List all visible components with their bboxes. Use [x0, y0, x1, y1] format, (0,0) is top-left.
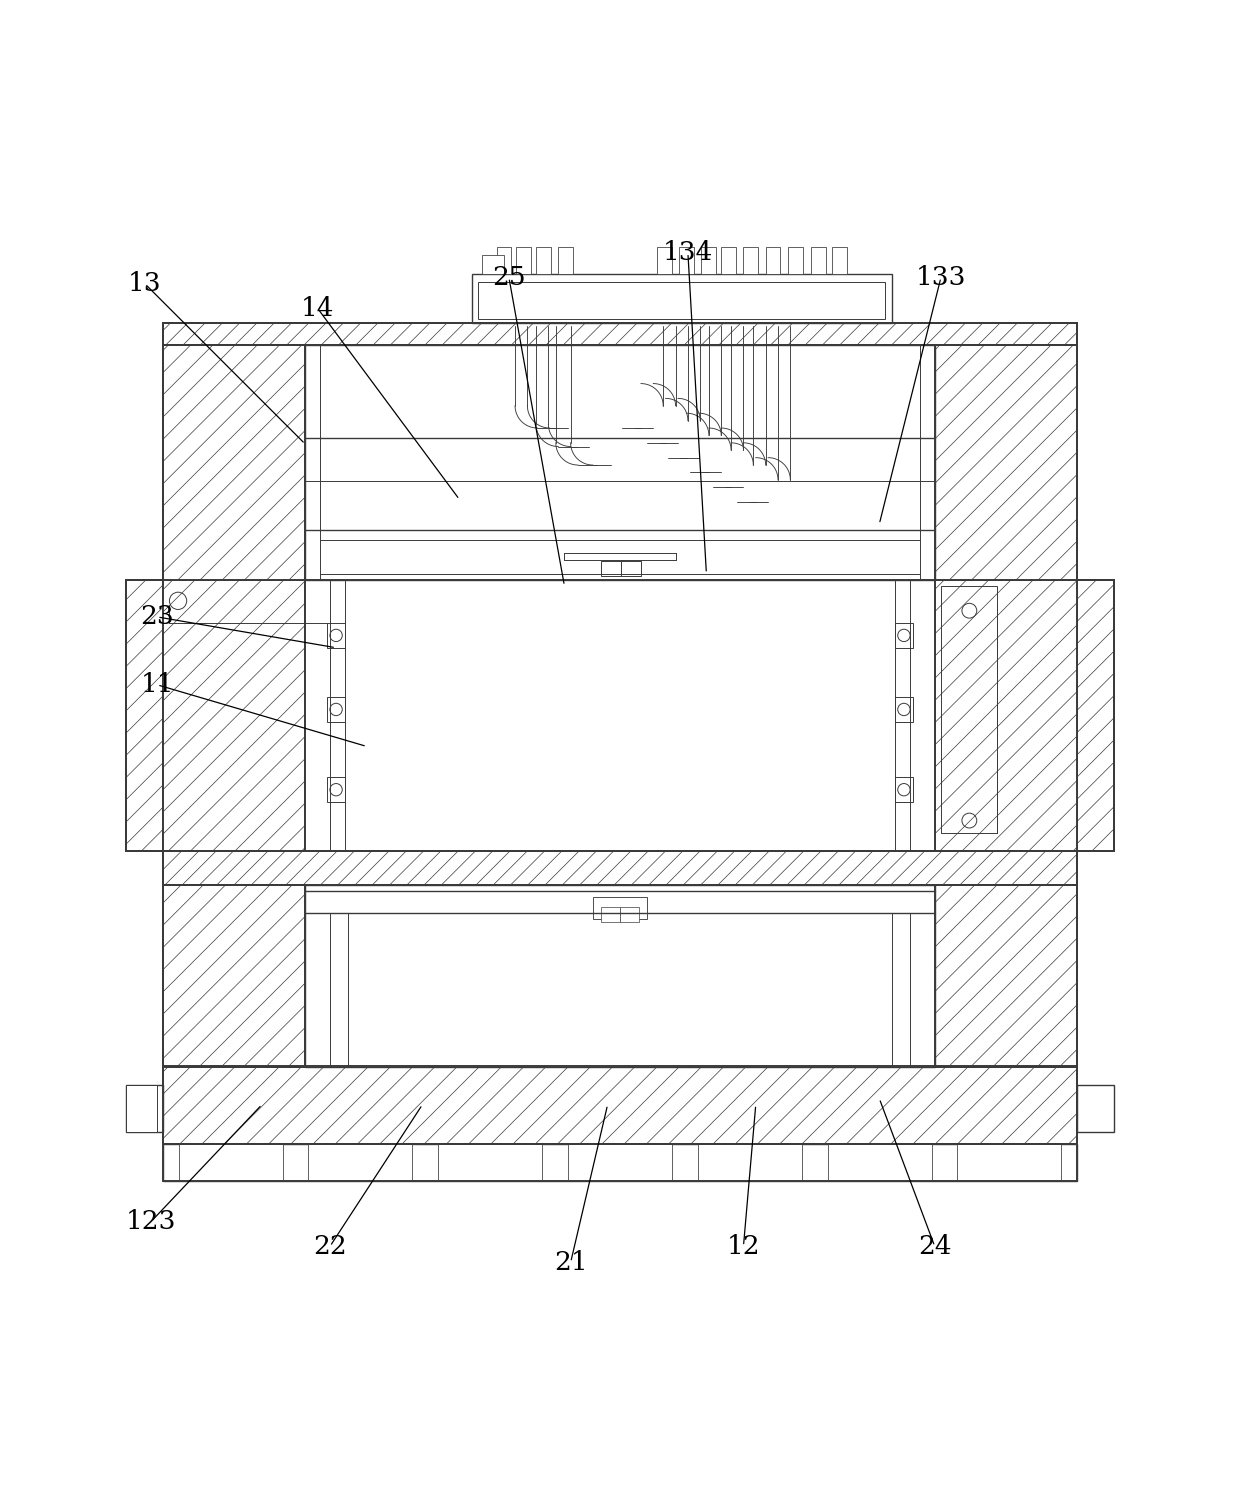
Bar — [935, 579, 1076, 851]
Bar — [1076, 1085, 1114, 1132]
Bar — [957, 1144, 1061, 1181]
Bar — [765, 246, 780, 273]
Text: 134: 134 — [662, 240, 713, 266]
Bar — [827, 1144, 931, 1181]
Bar — [601, 906, 620, 921]
Bar — [787, 246, 802, 273]
Bar — [593, 897, 647, 920]
Bar — [558, 246, 573, 273]
Bar — [305, 579, 935, 851]
Text: 24: 24 — [918, 1233, 951, 1259]
Bar — [126, 579, 164, 851]
Bar — [1076, 579, 1114, 851]
Bar — [309, 1144, 413, 1181]
Bar — [941, 587, 997, 833]
Bar — [164, 579, 305, 851]
Bar — [164, 885, 305, 1067]
Bar — [680, 246, 694, 273]
Bar — [621, 561, 641, 576]
Bar — [895, 623, 913, 648]
Text: 123: 123 — [125, 1209, 176, 1235]
Bar — [657, 246, 672, 273]
Text: 25: 25 — [492, 264, 526, 290]
Bar — [327, 623, 345, 648]
Bar — [126, 1085, 164, 1132]
Text: 133: 133 — [915, 264, 966, 290]
Bar — [895, 697, 913, 721]
Text: 21: 21 — [554, 1250, 588, 1275]
Bar — [702, 246, 717, 273]
Bar — [305, 345, 935, 579]
Bar — [164, 345, 305, 579]
Polygon shape — [126, 579, 164, 851]
Bar — [327, 697, 345, 721]
Text: 23: 23 — [140, 605, 174, 630]
Bar — [438, 1144, 542, 1181]
Bar — [179, 1144, 283, 1181]
Bar — [620, 906, 639, 921]
Bar — [744, 246, 758, 273]
Bar — [305, 885, 935, 1067]
Bar — [516, 246, 531, 273]
Bar — [935, 885, 1076, 1067]
Bar — [935, 345, 1076, 579]
Text: 11: 11 — [140, 672, 174, 697]
Bar — [832, 246, 847, 273]
Bar — [164, 1144, 1076, 1181]
Bar — [327, 778, 345, 802]
Bar — [126, 1085, 157, 1132]
Bar — [568, 1144, 672, 1181]
Bar — [698, 1144, 802, 1181]
Bar — [895, 778, 913, 802]
Bar — [601, 561, 621, 576]
Bar — [164, 851, 1076, 885]
Bar — [536, 246, 551, 273]
Bar — [722, 246, 737, 273]
Bar — [482, 255, 503, 273]
Text: 12: 12 — [727, 1233, 760, 1259]
Bar — [164, 1067, 1076, 1144]
Text: 13: 13 — [128, 272, 161, 296]
Bar — [811, 246, 826, 273]
Bar — [164, 322, 1076, 345]
Bar — [496, 246, 511, 273]
Bar — [472, 273, 892, 322]
Text: 22: 22 — [312, 1233, 347, 1259]
Text: 14: 14 — [301, 296, 335, 321]
Bar — [479, 282, 885, 320]
